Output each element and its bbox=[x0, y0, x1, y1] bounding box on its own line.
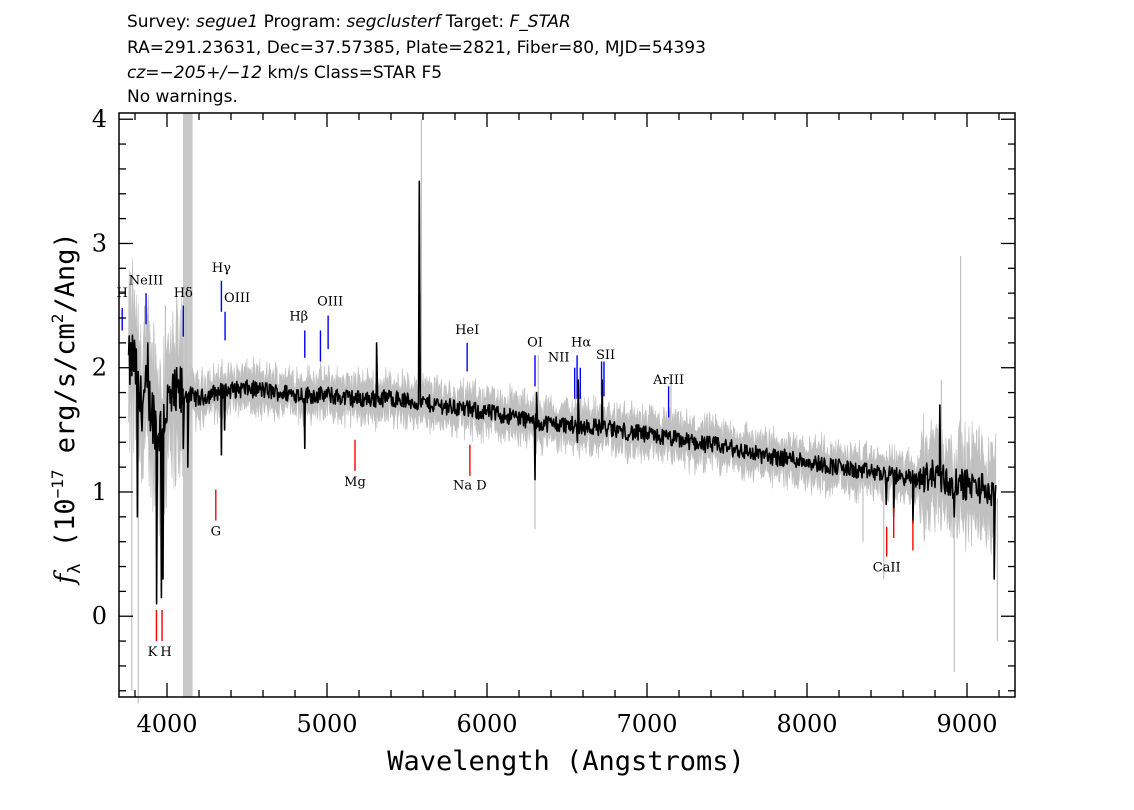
header-line-4: No warnings. bbox=[127, 87, 238, 107]
line-label-hei: HeI bbox=[455, 323, 479, 338]
line-label-g: G bbox=[211, 524, 221, 539]
y-axis-title: fλ (10−17 erg/s/cm2/Ang) bbox=[48, 232, 85, 585]
y-tick-label: 1 bbox=[92, 478, 107, 506]
noise-band bbox=[128, 257, 997, 556]
flux-line bbox=[127, 180, 997, 605]
x-tick-label: 4000 bbox=[136, 710, 197, 738]
survey-value: segue1 bbox=[196, 12, 258, 32]
x-tick-label: 5000 bbox=[296, 710, 357, 738]
noise-envelope-layer bbox=[128, 119, 999, 704]
redshift-value: cz=−205+/−12 bbox=[127, 63, 262, 83]
line-label-oi: OI bbox=[527, 336, 543, 351]
line-label-k: K bbox=[148, 645, 158, 660]
line-label-hβ: Hβ bbox=[289, 310, 308, 325]
line-label-neiii: NeIII bbox=[129, 273, 163, 288]
line-label-oiii: OIII bbox=[224, 291, 250, 306]
header: Survey: segue1 Program: segclusterf Targ… bbox=[127, 12, 706, 107]
line-label-hδ: Hδ bbox=[174, 286, 193, 301]
line-label-hα: Hα bbox=[571, 336, 591, 351]
line-label-mg: Mg bbox=[344, 475, 366, 490]
y-tick-label: 3 bbox=[92, 229, 107, 257]
y-tick-label: 4 bbox=[92, 105, 107, 133]
line-label-sii: SII bbox=[596, 348, 615, 363]
plot-frame bbox=[118, 112, 1016, 698]
axis-ticks: 4000 5000 6000 7000 8000 9000 0 1 2 3 4 bbox=[92, 105, 1015, 738]
line-label-nii: NII bbox=[548, 351, 570, 366]
line-label-h: H bbox=[160, 645, 171, 660]
x-tick-label: 6000 bbox=[456, 710, 517, 738]
program-value: segclusterf bbox=[346, 12, 443, 32]
header-line-1: Survey: segue1 Program: segclusterf Targ… bbox=[127, 12, 571, 32]
y-tick-label: 2 bbox=[92, 354, 107, 382]
line-label-caii: CaII bbox=[873, 561, 901, 576]
line-label-oiii: OIII bbox=[317, 295, 343, 310]
line-label-ariii: ArIII bbox=[652, 373, 684, 388]
line-label-hγ: Hγ bbox=[212, 261, 231, 276]
x-tick-label: 7000 bbox=[616, 710, 677, 738]
header-line-3: cz=−205+/−12 km/s Class=STAR F5 bbox=[127, 63, 442, 83]
target-value: F_STAR bbox=[510, 12, 571, 32]
line-label-na-d: Na D bbox=[453, 478, 487, 493]
x-tick-label: 9000 bbox=[936, 710, 997, 738]
header-line-2: RA=291.23631, Dec=37.57385, Plate=2821, … bbox=[127, 38, 706, 58]
x-axis-title: Wavelength (Angstroms) bbox=[387, 746, 745, 777]
y-tick-label: 0 bbox=[92, 602, 107, 630]
flux-series-layer bbox=[127, 180, 997, 605]
x-tick-label: 8000 bbox=[776, 710, 837, 738]
